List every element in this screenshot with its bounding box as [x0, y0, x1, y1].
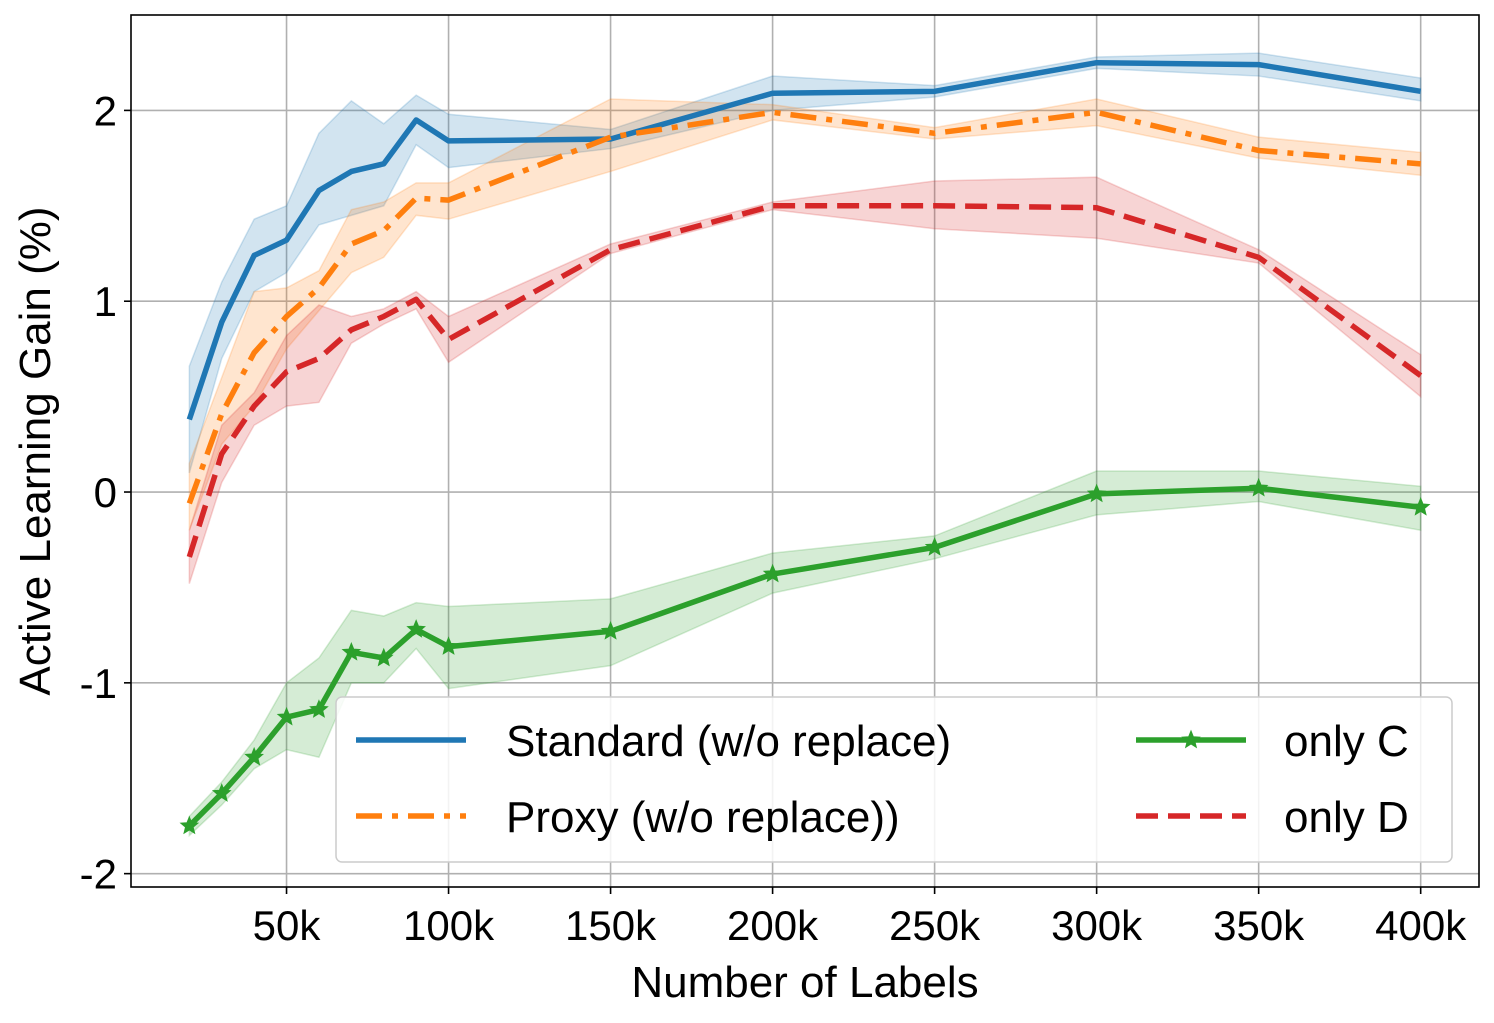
x-tick-label: 150k — [565, 902, 657, 949]
x-tick-label: 50k — [253, 902, 322, 949]
x-tick-label: 400k — [1375, 902, 1467, 949]
y-tick-label: 2 — [94, 87, 117, 134]
legend-label-only_d: only D — [1284, 793, 1409, 842]
only_c-point — [309, 699, 329, 718]
y-tick-label: 0 — [94, 469, 117, 516]
y-tick-label: -1 — [80, 660, 117, 707]
only_c-point — [762, 563, 783, 583]
x-tick-label: 200k — [727, 902, 819, 949]
only_c-point — [179, 815, 200, 835]
only_c-point — [211, 783, 232, 802]
legend-label-proxy: Proxy (w/o replace)) — [506, 793, 900, 842]
only_d-band — [188, 176, 1422, 584]
only_d-line — [186, 203, 1423, 558]
only_c-point — [438, 636, 459, 655]
only_c-band — [188, 470, 1422, 838]
only_c-point — [341, 641, 362, 661]
legend-label-only_c: only C — [1284, 717, 1409, 766]
only_c-point — [1086, 483, 1107, 503]
only_c-point — [924, 537, 945, 556]
confidence-bands — [188, 52, 1422, 838]
only_c-point — [1248, 477, 1269, 497]
x-tick-label: 350k — [1213, 902, 1305, 949]
only_c-point — [406, 619, 426, 638]
x-tick-label: 100k — [403, 902, 495, 949]
x-axis-label: Number of Labels — [631, 958, 978, 1007]
only_c-point — [373, 647, 394, 667]
y-tick-label: -2 — [80, 851, 117, 898]
plot-frame — [130, 14, 1480, 888]
only_c-point — [276, 706, 297, 726]
series-lines — [179, 59, 1431, 835]
proxy-band — [188, 98, 1422, 531]
x-tick-label: 250k — [889, 902, 981, 949]
legend: Standard (w/o replace) Proxy (w/o replace… — [335, 696, 1453, 863]
y-tick-label: 1 — [94, 278, 117, 325]
only_c-point — [244, 746, 264, 766]
legend-marker-only_c — [1181, 729, 1201, 749]
standard-band — [188, 52, 1422, 474]
only_c-point — [1410, 496, 1431, 516]
standard-line — [186, 59, 1422, 421]
only_c-point — [600, 620, 621, 640]
y-axis-label: Active Learning Gain (%) — [11, 206, 60, 695]
axis-ticks: 50k 100k 150k 200k 250k 300k 350k 400k 2 1 0 -1 -2 — [80, 87, 1468, 949]
x-tick-label: 300k — [1051, 902, 1143, 949]
legend-label-standard: Standard (w/o replace) — [506, 717, 951, 766]
proxy-line — [186, 109, 1421, 505]
